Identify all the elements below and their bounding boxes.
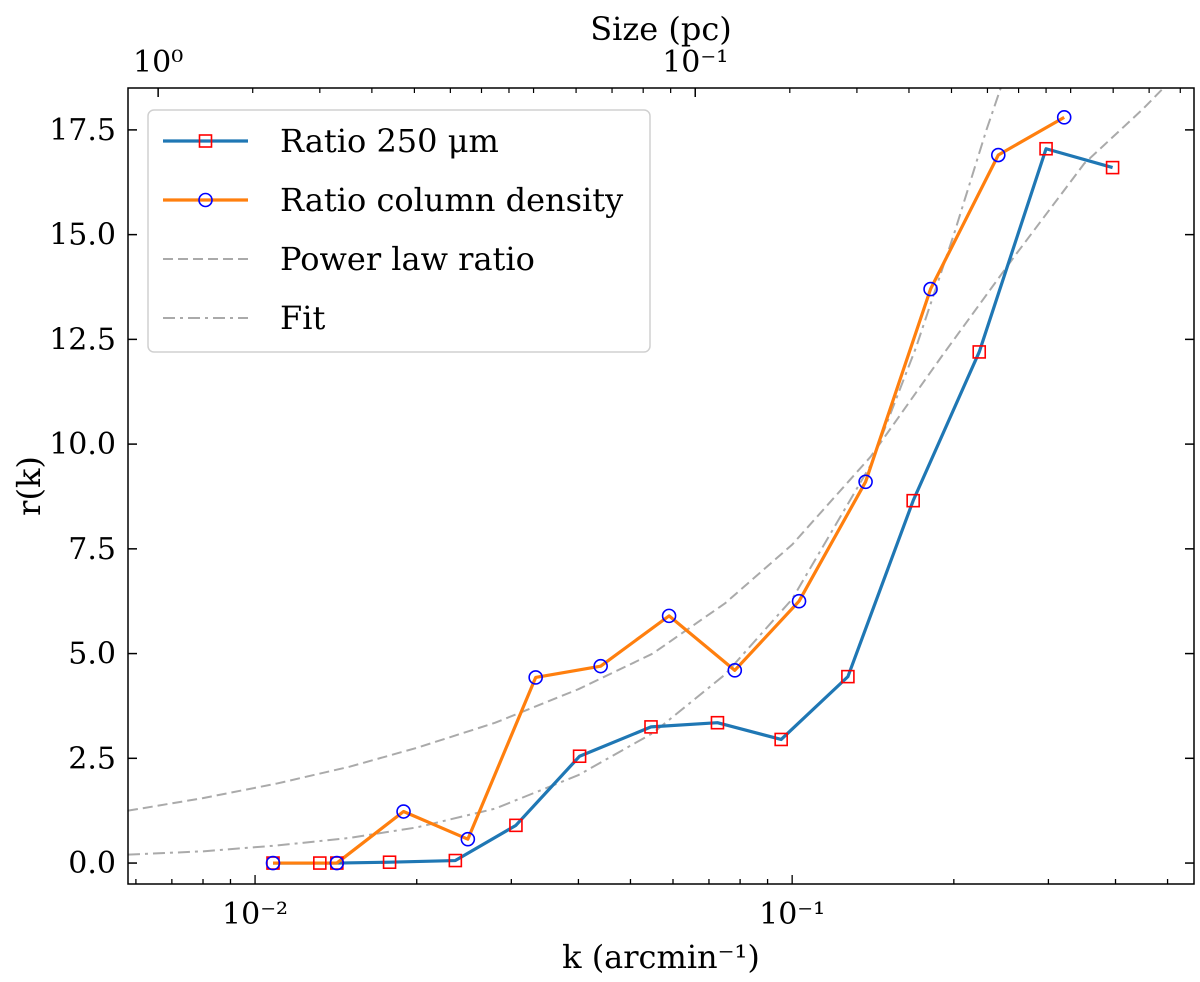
y-tick-label: 12.5 [49, 322, 116, 357]
series-line-ratio-column-density [273, 115, 1065, 865]
y-tick-label: 2.5 [68, 741, 116, 776]
legend-marker-square [198, 134, 213, 148]
legend-marker-circle [198, 192, 213, 208]
data-point-circle [727, 663, 743, 678]
data-point-circle [329, 855, 345, 871]
y-tick-label: 10.0 [49, 427, 116, 462]
x-axis-label: k (arcmin⁻¹) [562, 938, 760, 976]
data-point-square [572, 749, 587, 764]
data-point-circle [593, 658, 608, 674]
data-point-square [382, 855, 397, 870]
data-point-square [710, 715, 725, 730]
data-point-square [774, 732, 788, 747]
y-tick-label: 0.0 [68, 846, 116, 881]
y-tick-label: 5.0 [68, 637, 116, 672]
legend: Ratio 250 μm Ratio column density Power la… [147, 109, 651, 353]
data-point-circle [1056, 110, 1072, 125]
data-point-square [448, 853, 463, 868]
legend-box [147, 109, 651, 353]
legend-items: Ratio 250 μm Ratio column density Power la… [163, 122, 623, 337]
data-point-square [972, 345, 987, 359]
y-axis-label: r(k) [10, 456, 48, 516]
data-point-circle [528, 670, 543, 685]
axis-layer: 0.0 2.5 5.0 7.5 10.0 12.5 15.0 17.5 10⁻² 10⁻¹ 10⁰ 1… [49, 45, 1194, 932]
data-point-circle [990, 147, 1006, 163]
data-point-square [1039, 141, 1053, 156]
data-point-circle [265, 855, 281, 871]
data-point-circle [396, 804, 411, 819]
legend-label-ratio-250-m: Ratio 250 μm [280, 122, 499, 160]
series-layer [128, 88, 1165, 865]
top-axis-label: Size (pc) [590, 10, 732, 48]
data-point-circle [923, 281, 938, 297]
x-tick-label: 10⁻¹ [759, 897, 825, 932]
plot-frame [127, 87, 1195, 885]
data-point-square [1105, 160, 1120, 175]
top-tick-label: 10⁻¹ [662, 45, 728, 80]
data-point-square [841, 669, 855, 684]
y-tick-label: 15.0 [49, 218, 116, 253]
data-point-circle [791, 593, 807, 609]
data-point-square [313, 856, 327, 870]
y-tick-label: 17.5 [49, 113, 116, 148]
data-point-square [509, 818, 523, 833]
data-point-circle [460, 831, 476, 847]
legend-label-fit: Fit [280, 299, 325, 337]
data-point-circle [858, 474, 873, 490]
x-tick-label: 10⁻² [222, 897, 288, 932]
data-point-square [906, 493, 920, 508]
top-tick-label: 10⁰ [133, 45, 183, 80]
series-line-power-law-ratio [128, 88, 1165, 812]
data-point-square [644, 720, 658, 734]
legend-label-ratio-column-density: Ratio column density [280, 181, 623, 219]
series-line-ratio-250-m [273, 147, 1114, 865]
series-line-fit [128, 88, 1002, 856]
data-point-circle [661, 608, 677, 624]
legend-label-power-law-ratio: Power law ratio [280, 240, 535, 278]
y-tick-label: 7.5 [68, 532, 116, 567]
marker-layer [265, 110, 1120, 871]
